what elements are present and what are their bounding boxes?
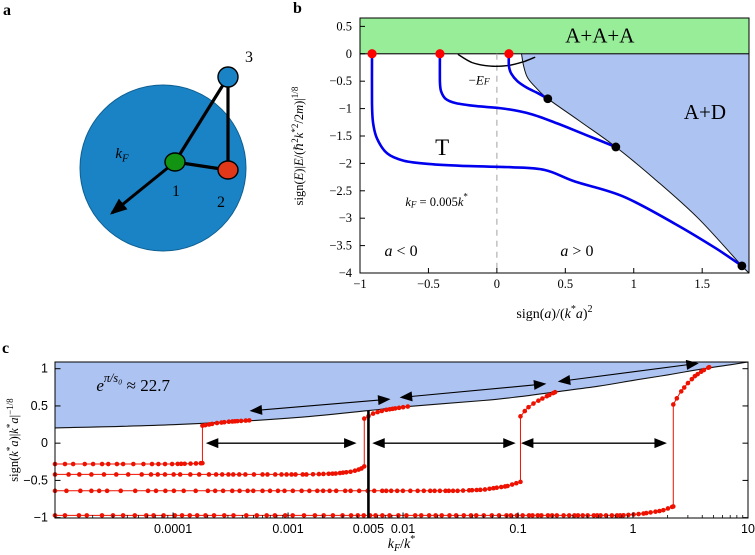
trimer-curve-0 — [370, 52, 744, 268]
plot-box-c — [54, 361, 749, 519]
y-axis-label-c: sign(k*a)|k*a|−1/8 — [5, 398, 21, 482]
panel-b-label: b — [293, 0, 302, 17]
panel-a-diagram: 1 2 3 kF — [79, 49, 253, 252]
ytick-c-0: 1 — [41, 362, 48, 376]
ytick-c-3: −0.5 — [23, 473, 48, 487]
panel-c-scaling-plot: 0.0001 0.001 0.005 0.01 0.1 1 10 1 0.5 0 −0.5 −1 eπ/… — [5, 359, 755, 554]
panel-a-label: a — [3, 2, 11, 19]
particle-2-label: 2 — [217, 194, 225, 211]
ytick-b-9: −4 — [339, 266, 353, 280]
trimer-curve-2 — [507, 52, 550, 100]
xtick-b-3: 0.5 — [558, 277, 574, 291]
efimov-branch-0 — [52, 418, 252, 467]
particle-1 — [164, 152, 186, 172]
plot-box-b — [359, 17, 750, 274]
region-ad: A+D — [684, 100, 726, 124]
region-t: T — [435, 134, 449, 159]
threshold-red-dot-1 — [435, 49, 445, 59]
panel-b-phase-diagram: −1 −0.5 0 0.5 1 1.5 0.5 0 −0.5 −1 −1.5 −2 −2.5 −3 −3.5… — [290, 17, 750, 322]
ytick-c-1: 0.5 — [31, 399, 48, 413]
ytick-b-4: −1.5 — [329, 129, 352, 143]
xtick-c-4: 0.1 — [509, 522, 526, 536]
threshold-red-dot-0 — [367, 49, 377, 59]
xtick-b-2: 0 — [494, 277, 500, 291]
fermi-momentum-arrow — [110, 160, 176, 215]
xtick-c-6: 10 — [741, 522, 755, 536]
phase-diagram: −1 −0.5 0 0.5 1 1.5 0.5 0 −0.5 −1 −1.5 −2 −2.5 −3 −3.5… — [290, 17, 750, 322]
ytick-b-1: 0 — [346, 47, 352, 61]
ytick-c-4: −1 — [34, 511, 48, 525]
ytick-c-2: 0 — [41, 436, 48, 450]
xtick-c-1: 0.001 — [272, 522, 303, 536]
panel-c-label: c — [2, 340, 10, 357]
efimov-ratio: eπ/s₀ ≈ 22.7 — [96, 371, 170, 395]
xtick-b-1: −0.5 — [417, 277, 440, 291]
region-ad-fill — [521, 53, 749, 273]
efimov-branch-1 — [52, 404, 411, 477]
ytick-b-8: −3.5 — [329, 239, 352, 253]
a-negative: a < 0 — [385, 243, 418, 260]
fermi-momentum-label: kF — [115, 146, 129, 164]
scaling-arrow-upper-1 — [399, 379, 547, 402]
particle-2 — [217, 160, 239, 180]
efimov-branch-2 — [52, 389, 558, 494]
particle-3 — [217, 66, 239, 88]
x-axis-label-b: sign(a)/(k*a)2 — [516, 304, 592, 322]
merge-black-dot-0 — [543, 94, 553, 104]
xtick-c-2: 0.005 — [353, 522, 384, 536]
ytick-b-5: −2 — [339, 156, 352, 170]
scaling-plot: 0.0001 0.001 0.005 0.01 0.1 1 10 1 0.5 0 −0.5 −1 eπ/… — [5, 359, 755, 554]
xtick-b-0: −1 — [353, 277, 366, 291]
xtick-c-5: 1 — [630, 522, 637, 536]
efimov-branch-3 — [52, 364, 712, 518]
threshold-red-dot-2 — [504, 49, 514, 59]
merge-black-dot-2 — [737, 261, 747, 271]
ytick-b-7: −3 — [339, 211, 352, 225]
trimer-curve-1 — [438, 52, 618, 149]
kf-value: kF = 0.005k* — [405, 192, 468, 210]
merge-black-dot-1 — [611, 142, 621, 152]
xtick-b-5: 1.5 — [694, 277, 710, 291]
y-axis-label-b: sign(E)|E/(ℏ2k*2/2m)|1/8 — [290, 86, 306, 205]
scaling-arrow-upper-0 — [249, 395, 391, 415]
fermi-sea-diagram: 1 2 3 kF — [79, 49, 253, 252]
scaling-arrow-upper-2 — [557, 359, 699, 385]
atom-dimer-threshold-line — [521, 53, 750, 273]
minus-ef: −EF — [469, 72, 490, 87]
fermi-energy-arc — [457, 53, 536, 68]
xtick-b-4: 1 — [631, 277, 637, 291]
x-axis-label-c: kF/k* — [388, 534, 416, 554]
xtick-c-0: 0.0001 — [154, 522, 192, 536]
ytick-b-6: −2.5 — [329, 184, 352, 198]
ytick-b-0: 0.5 — [336, 19, 352, 33]
region-aaa: A+A+A — [565, 24, 635, 48]
region-aaa-band — [360, 18, 749, 54]
a-positive: a > 0 — [560, 243, 593, 260]
particle-1-label: 1 — [172, 183, 180, 200]
bond-line-0 — [173, 76, 230, 163]
ytick-b-2: −0.5 — [329, 74, 352, 88]
xtick-c-3: 0.01 — [391, 522, 415, 536]
ytick-b-3: −1 — [339, 102, 352, 116]
unitary-region-fill — [55, 362, 748, 428]
particle-3-label: 3 — [245, 49, 253, 66]
